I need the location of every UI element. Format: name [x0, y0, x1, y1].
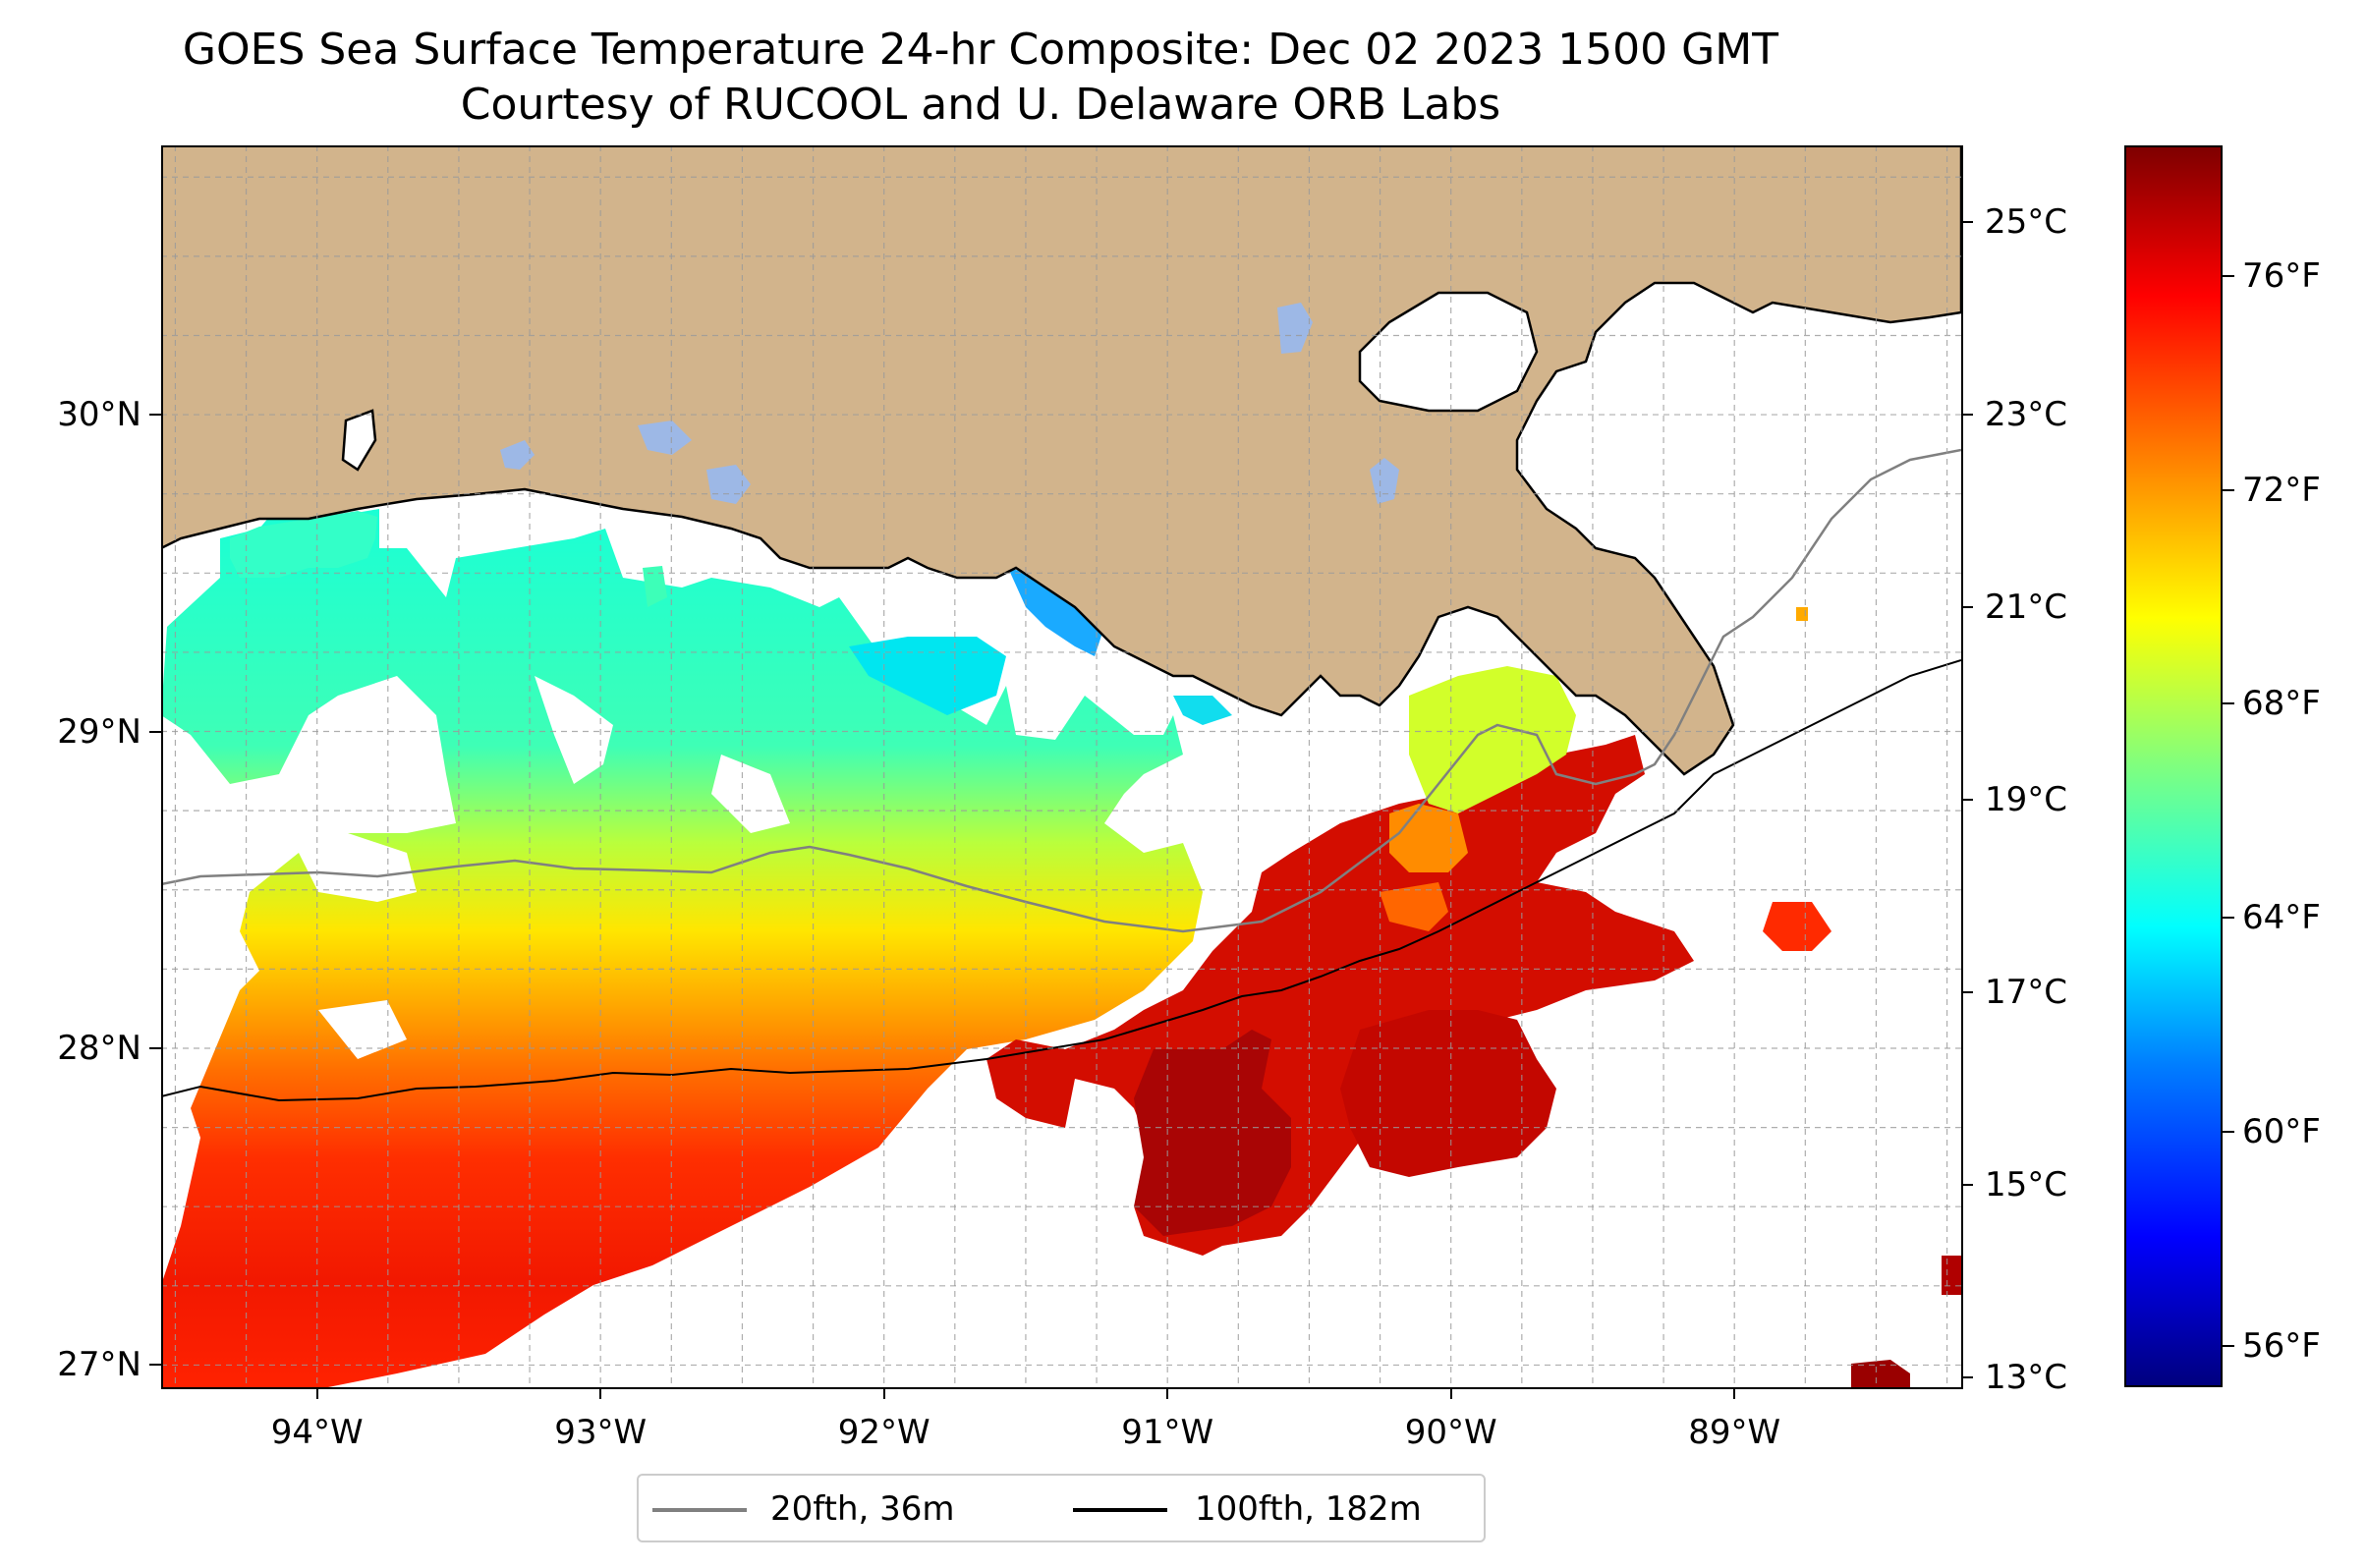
- lat-tick-mark: [149, 730, 161, 733]
- map-panel: [161, 145, 1961, 1387]
- sst-patch-corner-2: [1851, 1360, 1910, 1387]
- sst-field-east-deep: [1134, 1030, 1291, 1236]
- fahrenheit-tick-mark: [2223, 917, 2234, 920]
- fahrenheit-tick-mark: [2223, 1344, 2234, 1347]
- celsius-tick-label: 17°C: [1985, 973, 2068, 1013]
- land-mass: [161, 145, 1961, 776]
- lon-tick-label: 89°W: [1688, 1413, 1781, 1452]
- fahrenheit-tick-mark: [2223, 488, 2234, 491]
- celsius-tick-label: 13°C: [1985, 1358, 2068, 1398]
- lon-tick-mark: [882, 1387, 885, 1399]
- cloud-gap-3: [318, 1000, 407, 1059]
- celsius-tick-mark: [1961, 991, 1973, 994]
- lon-tick-mark: [1166, 1387, 1169, 1399]
- celsius-tick-label: 21°C: [1985, 588, 2068, 628]
- lat-tick-label: 30°N: [57, 395, 141, 435]
- celsius-tick-label: 15°C: [1985, 1165, 2068, 1205]
- sst-cyan-coast: [849, 637, 1006, 715]
- figure-subtitle: Courtesy of RUCOOL and U. Delaware ORB L…: [460, 80, 1501, 130]
- celsius-tick-mark: [1961, 606, 1973, 609]
- sst-field-west: [161, 509, 1203, 1387]
- celsius-tick-label: 25°C: [1985, 202, 2068, 243]
- lake-calcasieu-1: [500, 440, 535, 470]
- celsius-tick-mark: [1961, 1184, 1973, 1187]
- fahrenheit-tick-label: 68°F: [2242, 684, 2321, 724]
- lon-tick-mark: [1449, 1387, 1452, 1399]
- sst-blue-plume: [1008, 568, 1104, 656]
- sst-patch-east-1: [1763, 902, 1832, 951]
- sst-patch-small: [643, 566, 667, 607]
- colorbar: [2124, 145, 2223, 1387]
- fahrenheit-tick-label: 76°F: [2242, 255, 2321, 296]
- celsius-tick-mark: [1961, 1376, 1973, 1379]
- lat-tick-label: 29°N: [57, 711, 141, 752]
- lon-tick-label: 94°W: [270, 1413, 364, 1452]
- fahrenheit-tick-mark: [2223, 702, 2234, 705]
- figure-title: GOES Sea Surface Temperature 24-hr Compo…: [182, 25, 1779, 75]
- lake-calcasieu-2: [638, 420, 692, 455]
- sst-patch-corner-1: [1942, 1256, 1961, 1295]
- sst-cyan-near-shore: [1173, 696, 1232, 725]
- sst-orange-delta: [1389, 804, 1468, 872]
- lat-tick-mark: [149, 1364, 161, 1367]
- lake-salvador: [1370, 458, 1399, 504]
- legend-label-20fth: 20fth, 36m: [770, 1489, 955, 1529]
- celsius-tick-mark: [1961, 799, 1973, 802]
- lon-tick-mark: [1733, 1387, 1736, 1399]
- fahrenheit-tick-label: 60°F: [2242, 1111, 2321, 1151]
- celsius-tick-mark: [1961, 414, 1973, 417]
- sst-orange-delta-2: [1380, 882, 1448, 931]
- delta-waters: [1586, 322, 1773, 568]
- fahrenheit-tick-label: 72°F: [2242, 470, 2321, 510]
- lon-tick-label: 92°W: [837, 1413, 930, 1452]
- contour-100fth: [161, 659, 1961, 1102]
- fahrenheit-tick-label: 56°F: [2242, 1325, 2321, 1366]
- celsius-tick-label: 19°C: [1985, 780, 2068, 820]
- lon-tick-mark: [599, 1387, 602, 1399]
- celsius-tick-label: 23°C: [1985, 395, 2068, 435]
- legend-swatch-100fth: [1073, 1508, 1167, 1512]
- lat-tick-label: 28°N: [57, 1028, 141, 1068]
- legend-label-100fth: 100fth, 182m: [1195, 1489, 1422, 1529]
- lake-maurepas: [1277, 303, 1313, 354]
- fahrenheit-tick-mark: [2223, 1130, 2234, 1133]
- lat-tick-mark: [149, 414, 161, 417]
- gridlines: [161, 145, 1961, 1387]
- celsius-tick-mark: [1961, 221, 1973, 224]
- sst-patch-coast-west: [230, 511, 377, 578]
- lake-sabine: [341, 409, 377, 472]
- cloud-gap-2: [711, 755, 790, 833]
- lon-tick-label: 93°W: [554, 1413, 648, 1452]
- contour-20fth: [161, 448, 1961, 933]
- cloud-gap-1: [535, 676, 613, 784]
- lon-tick-mark: [315, 1387, 318, 1399]
- fahrenheit-tick-mark: [2223, 274, 2234, 277]
- sst-field-east-lobe: [1340, 1010, 1556, 1177]
- lake-pontchartrain: [1358, 291, 1539, 413]
- fahrenheit-tick-label: 64°F: [2242, 898, 2321, 938]
- lat-tick-label: 27°N: [57, 1345, 141, 1385]
- sst-patch-east-2: [1796, 607, 1808, 621]
- lon-tick-label: 91°W: [1121, 1413, 1214, 1452]
- legend-swatch-20fth: [652, 1508, 747, 1512]
- lon-tick-label: 90°W: [1404, 1413, 1497, 1452]
- lat-tick-mark: [149, 1046, 161, 1049]
- map-canvas: [161, 145, 1961, 1387]
- legend: 20fth, 36m 100fth, 182m: [637, 1474, 1486, 1542]
